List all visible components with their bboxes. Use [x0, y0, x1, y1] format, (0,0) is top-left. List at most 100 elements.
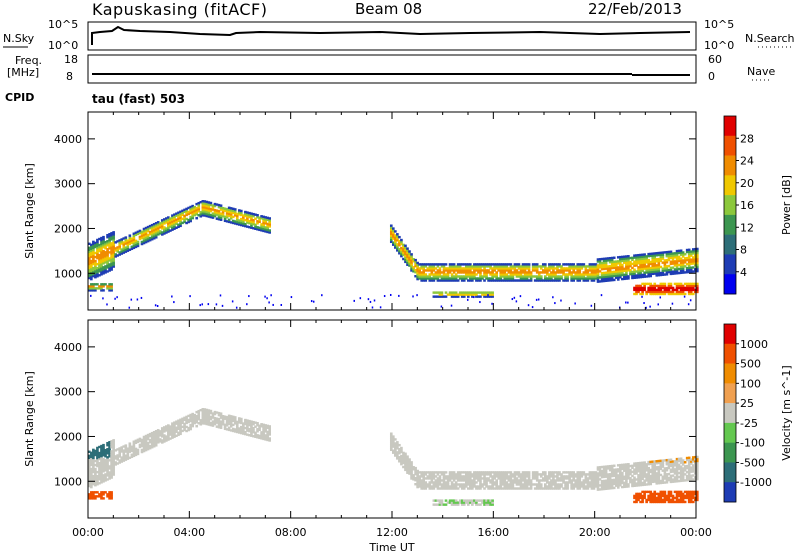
power-cell [499, 273, 503, 276]
velocity-cell [517, 479, 521, 482]
power-cell [438, 295, 442, 298]
power-cell [570, 267, 573, 270]
power-cell [195, 202, 199, 206]
velocity-cell [444, 485, 448, 488]
power-cell [231, 219, 235, 223]
power-cell [189, 209, 192, 213]
power-cell [110, 246, 113, 249]
velocity-cell [625, 469, 628, 472]
y-tick-label: 3000 [54, 386, 82, 399]
power-cell [402, 249, 405, 253]
velocity-cell [511, 475, 515, 478]
power-cell [556, 275, 559, 278]
power-cell [671, 256, 675, 259]
power-cell [483, 293, 486, 296]
velocity-cell [503, 475, 507, 478]
velocity-cell [629, 472, 632, 476]
velocity-cell [521, 477, 525, 480]
power-cell [104, 253, 107, 256]
power-cell [600, 280, 604, 283]
velocity-cell [665, 462, 669, 466]
velocity-cell [160, 427, 164, 430]
power-cell [108, 243, 111, 246]
power-cell [491, 271, 494, 274]
power-cell [635, 276, 638, 279]
velocity-cell [410, 471, 413, 474]
power-cell [400, 246, 403, 250]
velocity-cell [539, 487, 543, 490]
power-cell [653, 252, 657, 255]
velocity-cell [596, 474, 600, 477]
velocity-cell [637, 492, 640, 496]
velocity-cell [568, 475, 571, 478]
velocity-cell [643, 490, 646, 494]
velocity-cell [146, 443, 150, 447]
velocity-cell [657, 477, 661, 481]
power-cell [507, 279, 511, 282]
power-cell [207, 209, 211, 212]
velocity-cell [246, 423, 249, 426]
velocity-cell [90, 475, 93, 479]
power-cell [473, 277, 476, 280]
power-cell [618, 263, 622, 267]
power-cell [398, 252, 401, 255]
freq-panel: Freq. [MHz] 18 8 60 0 Nave [7, 53, 775, 84]
power-cell [432, 273, 436, 276]
velocity-cell [554, 483, 557, 486]
velocity-cell [576, 479, 580, 482]
power-cell [525, 273, 529, 276]
power-cell [649, 268, 653, 272]
velocity-cell [610, 470, 614, 474]
velocity-cell [689, 474, 693, 477]
power-cell [608, 273, 612, 276]
power-cell [227, 208, 231, 212]
velocity-cell [90, 473, 93, 477]
velocity-cell [262, 433, 265, 437]
power-cell [227, 206, 231, 209]
power-cell [420, 273, 423, 276]
velocity-cell [219, 416, 223, 419]
velocity-cell [675, 500, 679, 504]
velocity-cell [221, 414, 225, 418]
power-cell [223, 217, 227, 221]
power-cell [462, 269, 466, 272]
velocity-cell [608, 466, 612, 470]
velocity-cell [464, 485, 468, 488]
velocity-cell [578, 483, 582, 486]
velocity-cell [430, 485, 434, 488]
velocity-cell [608, 483, 612, 486]
power-cell [633, 260, 636, 263]
velocity-cell [535, 479, 539, 482]
power-cell [140, 230, 144, 234]
power-cell [696, 247, 699, 251]
power-cell [469, 267, 472, 270]
power-cell [661, 271, 665, 274]
power-cell [102, 237, 105, 241]
power-cell [491, 277, 494, 280]
velocity-cell [612, 482, 616, 486]
velocity-cell [266, 434, 269, 438]
velocity-cell [213, 418, 217, 422]
velocity-cell [651, 498, 655, 502]
velocity-cell [639, 465, 642, 469]
velocity-cell [128, 444, 132, 447]
velocity-cell [436, 499, 440, 502]
power-cell [683, 259, 687, 262]
power-cell [420, 279, 423, 282]
power-cell [598, 266, 602, 269]
power-cell [633, 262, 636, 265]
velocity-cell [160, 439, 164, 442]
power-cell [635, 284, 638, 288]
power-cell [205, 208, 209, 212]
velocity-cell [527, 471, 531, 474]
power-cell [88, 252, 91, 256]
velocity-cell [112, 455, 115, 458]
power-cell [207, 207, 211, 210]
velocity-cell [485, 485, 488, 488]
power-cell [102, 266, 105, 269]
velocity-cell [102, 460, 105, 463]
power-cell [576, 263, 580, 266]
power-cell [572, 265, 575, 268]
velocity-cell [673, 476, 677, 479]
